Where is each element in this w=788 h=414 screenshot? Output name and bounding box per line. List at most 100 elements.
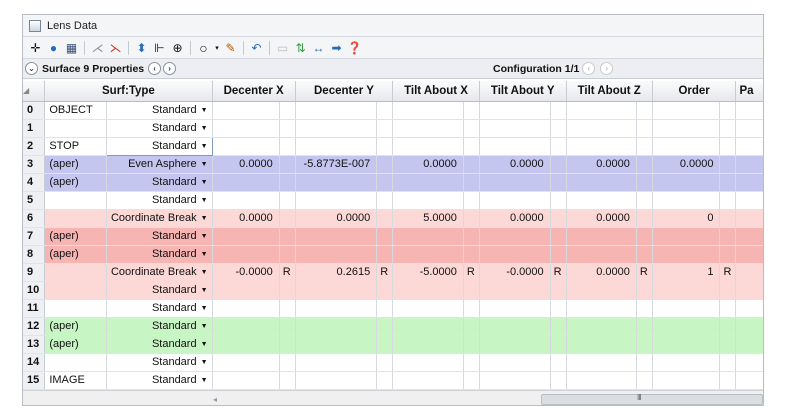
parameter-cell[interactable] — [212, 335, 280, 354]
surface-comment[interactable] — [44, 299, 107, 318]
parameter-cell[interactable] — [392, 101, 464, 120]
solve-cell[interactable] — [376, 191, 394, 210]
parameter-cell[interactable] — [479, 137, 551, 156]
dropdown-arrow-icon[interactable]: ▼ — [200, 305, 208, 312]
solve-cell[interactable] — [376, 245, 394, 264]
parameter-cell[interactable] — [392, 281, 464, 300]
surface-comment[interactable] — [44, 191, 107, 210]
parameter-cell[interactable] — [735, 227, 763, 246]
surface-comment[interactable]: OBJECT — [44, 101, 107, 120]
parameter-cell[interactable] — [652, 245, 721, 264]
column-header[interactable]: Pa — [735, 81, 763, 102]
surface-row[interactable]: 0 OBJECT Standard ▼ — [23, 101, 763, 120]
dropdown-arrow-icon[interactable]: ▼ — [200, 341, 208, 348]
surface-row[interactable]: 15 IMAGE Standard ▼ — [23, 371, 763, 390]
column-header[interactable]: Tilt About Y — [479, 81, 567, 102]
surface-comment[interactable] — [44, 263, 107, 282]
split-red-icon[interactable]: ⋋ — [109, 40, 122, 55]
tool-b-icon[interactable]: ⊩ — [154, 40, 165, 55]
dropdown-arrow-icon[interactable]: ▼ — [200, 359, 208, 366]
surface-row[interactable]: 2 STOP Standard ▼ — [23, 136, 763, 156]
solve-cell[interactable] — [376, 155, 394, 174]
dropdown-arrow-icon[interactable]: ▼ — [200, 179, 208, 186]
parameter-cell[interactable]: 5.0000 — [392, 209, 464, 228]
surface-index[interactable]: 12 — [23, 317, 46, 336]
parameter-cell[interactable] — [566, 335, 637, 354]
parameter-cell[interactable] — [212, 353, 280, 372]
scroll-left-icon[interactable]: ◂ — [213, 395, 218, 404]
parameter-cell[interactable]: 0.2615 — [295, 263, 378, 282]
solve-cell[interactable] — [279, 245, 296, 264]
parameter-cell[interactable] — [392, 317, 464, 336]
parameter-cell[interactable] — [392, 137, 464, 156]
parameter-cell[interactable] — [212, 101, 280, 120]
solve-cell[interactable] — [636, 137, 653, 156]
parameter-cell[interactable] — [479, 191, 551, 210]
parameter-cell[interactable] — [479, 245, 551, 264]
parameter-cell[interactable] — [392, 299, 464, 318]
parameter-cell[interactable] — [652, 137, 721, 156]
surface-type-dropdown[interactable]: Standard ▼ — [106, 299, 213, 318]
solve-cell[interactable] — [463, 299, 480, 318]
dropdown-arrow-icon[interactable]: ▼ — [200, 377, 208, 384]
next-config-button[interactable]: › — [600, 62, 614, 75]
solve-cell[interactable] — [376, 371, 394, 390]
parameter-cell[interactable]: 0 — [652, 209, 721, 228]
solve-cell[interactable] — [279, 371, 296, 390]
surface-comment[interactable]: (aper) — [44, 245, 107, 264]
solve-cell[interactable] — [719, 191, 737, 210]
surface-index[interactable]: 2 — [23, 137, 46, 156]
parameter-cell[interactable]: 0.0000 — [212, 209, 280, 228]
solve-cell[interactable] — [279, 281, 296, 300]
parameter-cell[interactable] — [652, 227, 721, 246]
surface-properties-toggle[interactable]: Surface 9 Properties — [42, 62, 145, 75]
dropdown-arrow-icon[interactable]: ▼ — [200, 107, 208, 114]
solve-cell[interactable] — [636, 119, 653, 138]
solve-cell[interactable] — [719, 317, 737, 336]
solve-cell[interactable] — [719, 101, 737, 120]
surface-row[interactable]: 11 Standard ▼ — [23, 299, 763, 318]
surface-comment[interactable]: (aper) — [44, 317, 107, 336]
solve-cell[interactable] — [719, 281, 737, 300]
parameter-cell[interactable] — [735, 335, 763, 354]
parameter-cell[interactable] — [295, 101, 378, 120]
tool-c-icon[interactable]: ⊕ — [172, 40, 183, 55]
solve-cell[interactable] — [550, 173, 567, 192]
next-surface-button[interactable]: › — [163, 62, 177, 75]
parameter-cell[interactable] — [212, 317, 280, 336]
surface-row[interactable]: 4 (aper) Standard ▼ — [23, 173, 763, 192]
parameter-cell[interactable] — [479, 173, 551, 192]
surface-index[interactable]: 15 — [23, 371, 46, 390]
parameter-cell[interactable] — [566, 227, 637, 246]
solve-cell[interactable] — [636, 101, 653, 120]
solve-cell[interactable] — [719, 371, 737, 390]
surface-index[interactable]: 13 — [23, 335, 46, 354]
parameter-cell[interactable] — [212, 137, 280, 156]
parameter-cell[interactable] — [212, 281, 280, 300]
solve-cell[interactable] — [279, 173, 296, 192]
parameter-cell[interactable] — [735, 155, 763, 174]
parameter-cell[interactable] — [479, 371, 551, 390]
surface-comment[interactable] — [44, 209, 107, 228]
solve-cell[interactable] — [636, 173, 653, 192]
solve-cell[interactable] — [279, 353, 296, 372]
solve-cell[interactable] — [463, 281, 480, 300]
parameter-cell[interactable] — [479, 335, 551, 354]
parameter-cell[interactable] — [212, 173, 280, 192]
solve-cell[interactable] — [550, 137, 567, 156]
solve-cell[interactable] — [376, 209, 394, 228]
move-crosshair-icon[interactable]: ✛ — [30, 40, 41, 55]
solve-cell[interactable]: R — [279, 263, 296, 282]
surface-type-dropdown[interactable]: Standard ▼ — [106, 173, 213, 192]
surface-row[interactable]: 14 Standard ▼ — [23, 353, 763, 372]
parameter-cell[interactable]: 0.0000 — [652, 155, 721, 174]
solve-cell[interactable] — [376, 353, 394, 372]
solve-cell[interactable] — [463, 245, 480, 264]
parameter-cell[interactable] — [295, 335, 378, 354]
solve-cell[interactable] — [550, 191, 567, 210]
parameter-cell[interactable] — [735, 317, 763, 336]
surface-index[interactable]: 7 — [23, 227, 46, 246]
solve-cell[interactable] — [550, 371, 567, 390]
surface-type-dropdown[interactable]: Standard ▼ — [106, 317, 213, 336]
surface-index[interactable]: 1 — [23, 119, 46, 138]
